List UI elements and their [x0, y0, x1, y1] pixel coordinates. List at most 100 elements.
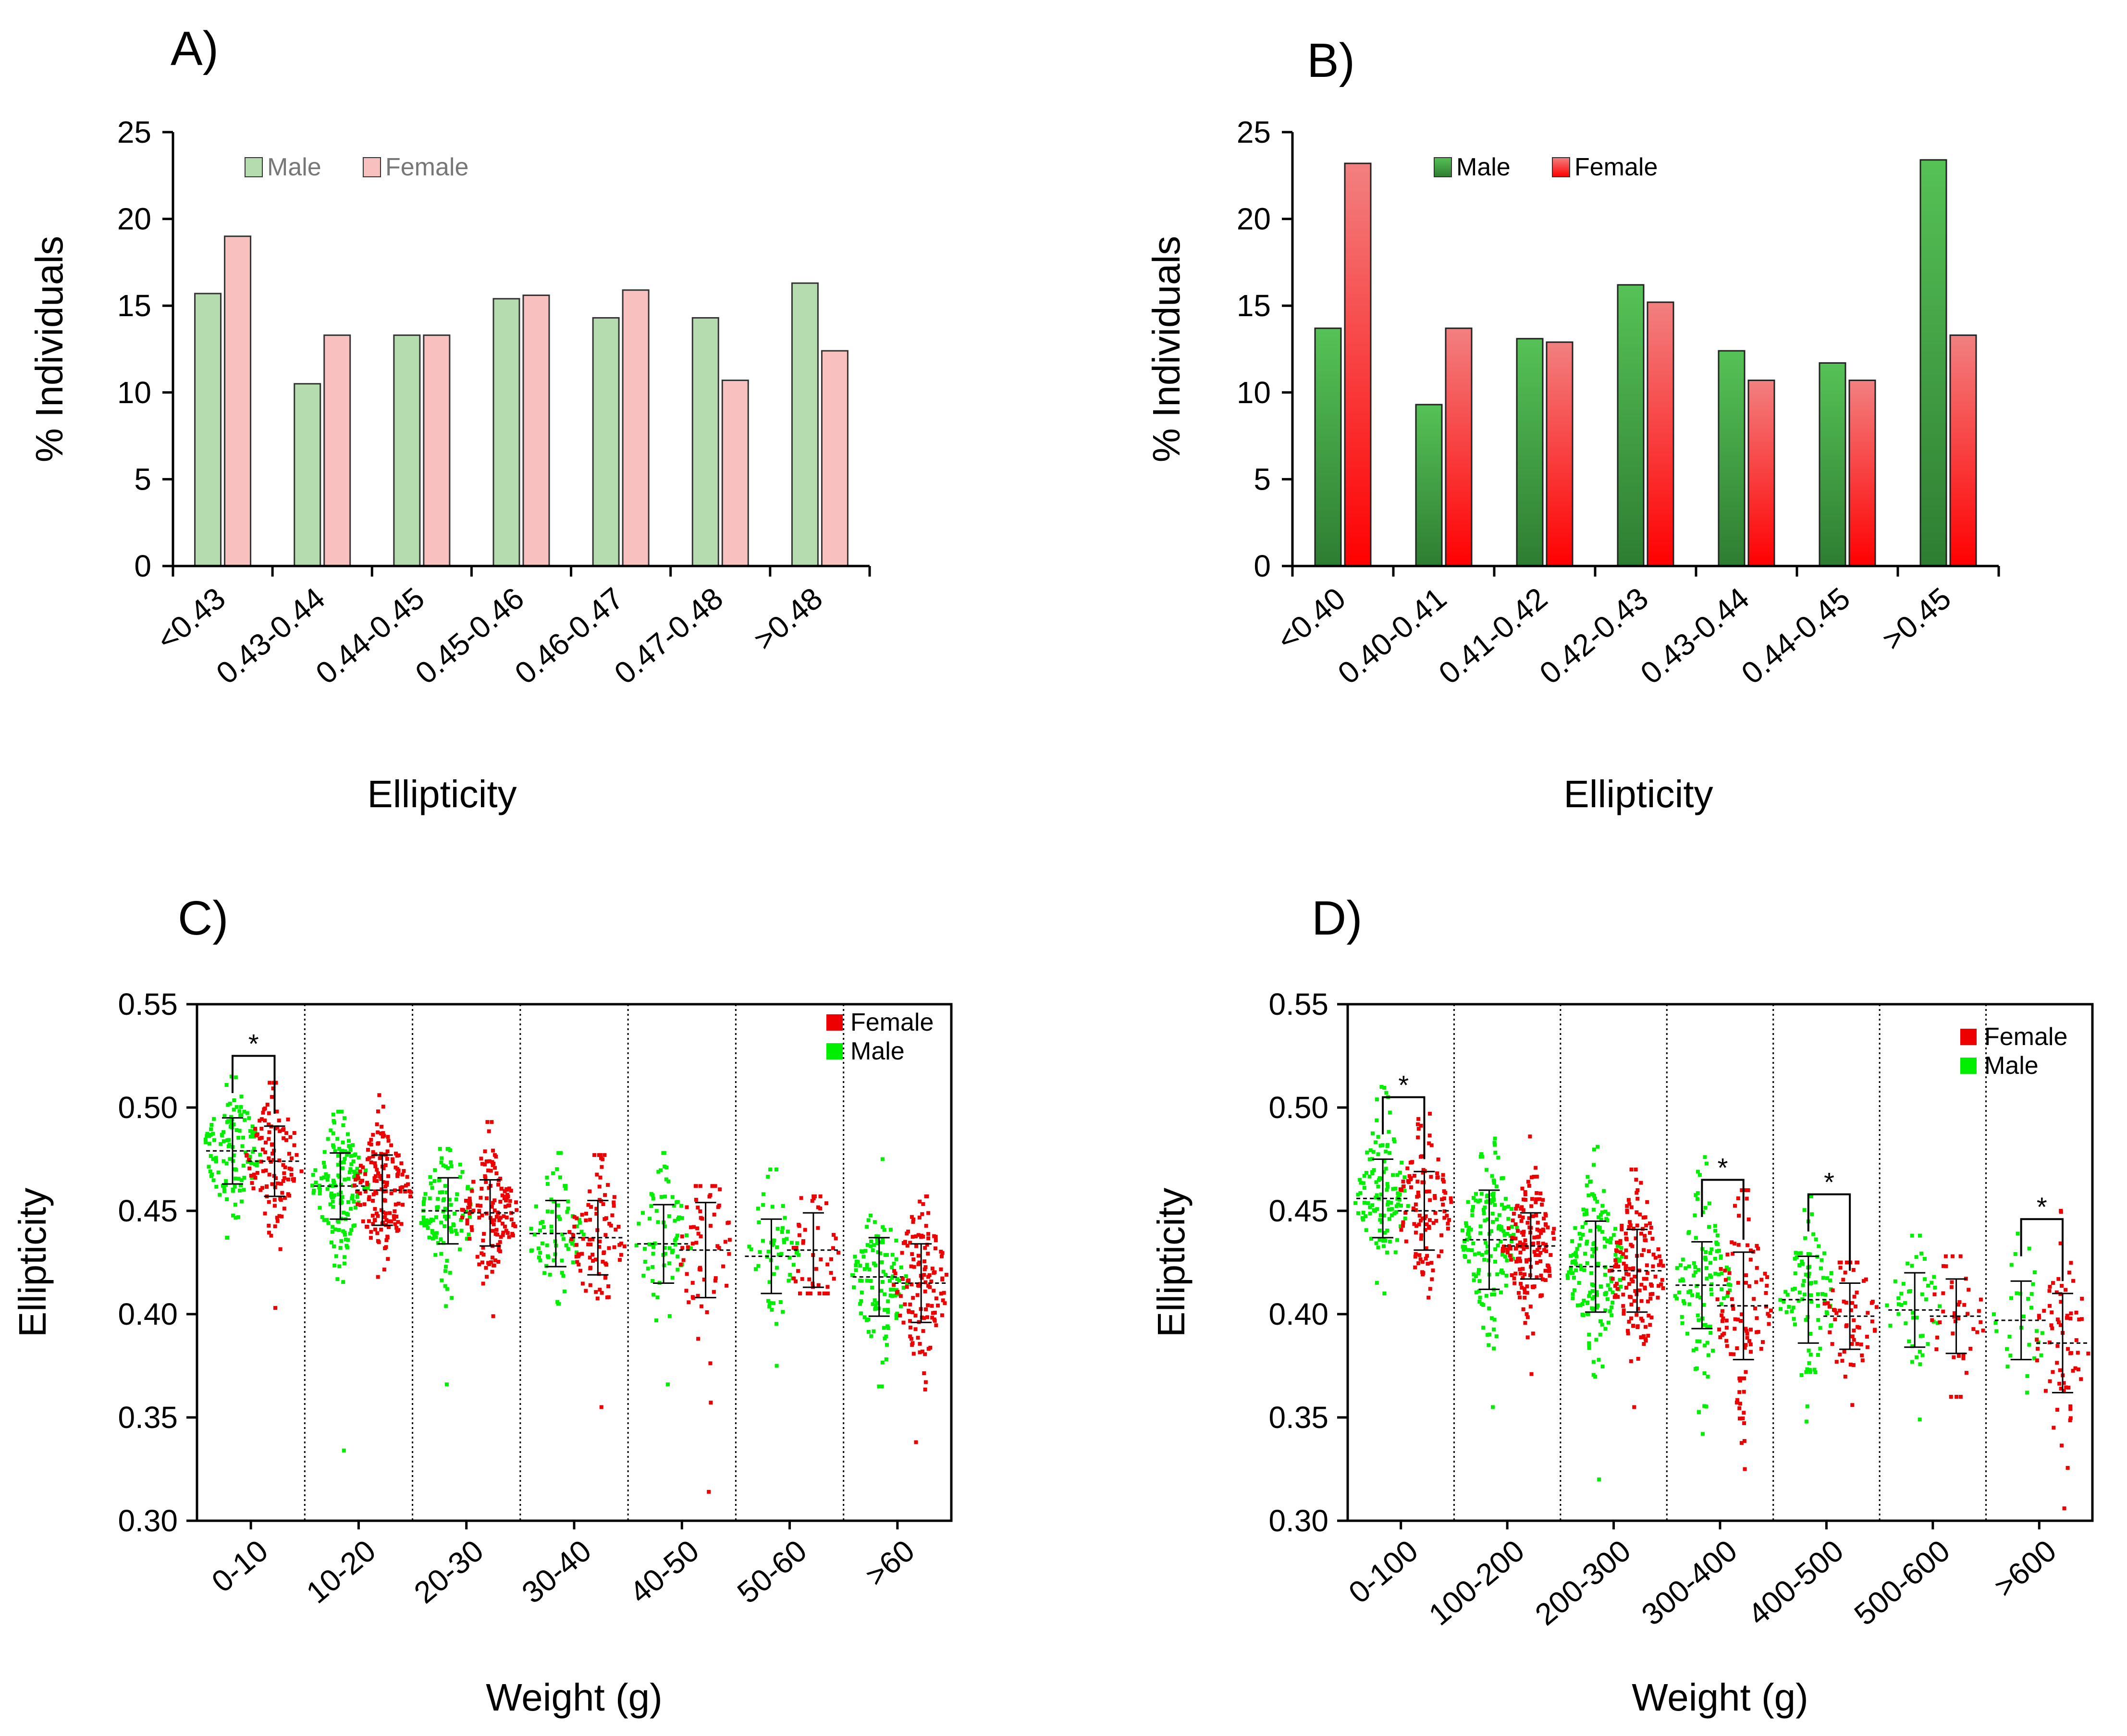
- c-point-female-30-40: [597, 1244, 602, 1249]
- d-point-female-300-400: [1743, 1467, 1747, 1471]
- c-point-male-10-20: [337, 1146, 342, 1151]
- a-bar-female-0-47-0-48: [721, 380, 749, 567]
- c-point-male-20-30: [426, 1226, 430, 1230]
- d-point-female-100-200: [1527, 1216, 1531, 1220]
- d-point-male-100-200: [1487, 1343, 1491, 1347]
- c-point-female-0-10: [282, 1207, 286, 1211]
- d-point-female-gt-600: [2059, 1300, 2063, 1304]
- d-point-female-300-400: [1733, 1204, 1737, 1208]
- b-xtick-label-0-40-0-41: 0.40-0.41: [1331, 581, 1453, 691]
- c-point-male-10-20: [331, 1205, 335, 1209]
- d-point-female-300-400: [1744, 1370, 1748, 1374]
- c-point-female-50-60: [817, 1292, 822, 1295]
- c-point-male-0-10: [229, 1124, 233, 1129]
- d-point-male-100-200: [1486, 1199, 1490, 1204]
- c-point-female-20-30: [482, 1231, 486, 1236]
- d-point-female-100-200: [1518, 1295, 1522, 1300]
- c-point-female-30-40: [603, 1193, 607, 1197]
- d-point-female-gt-600: [2074, 1338, 2078, 1342]
- c-point-female-50-60: [825, 1292, 829, 1295]
- c-point-male-20-30: [439, 1160, 443, 1165]
- d-point-female-0-100: [1437, 1254, 1441, 1258]
- c-point-male-0-10: [253, 1130, 258, 1134]
- d-xtick-label-100-200: 100-200: [1422, 1533, 1531, 1632]
- d-point-female-500-600: [1942, 1264, 1946, 1268]
- c-point-female-10-20: [400, 1185, 405, 1189]
- d-point-male-0-100: [1388, 1110, 1392, 1115]
- c-point-male-20-30: [435, 1206, 439, 1210]
- d-point-female-100-200: [1537, 1197, 1542, 1201]
- d-point-female-300-400: [1742, 1411, 1746, 1415]
- d-point-male-200-300: [1595, 1293, 1599, 1297]
- d-point-male-200-300: [1596, 1145, 1600, 1149]
- d-point-female-200-300: [1623, 1266, 1628, 1270]
- d-point-female-300-400: [1730, 1240, 1734, 1244]
- c-point-female-0-10: [267, 1200, 271, 1204]
- d-point-male-500-600: [1907, 1290, 1911, 1294]
- c-point-male-20-30: [443, 1269, 447, 1273]
- d-point-male-100-200: [1497, 1225, 1501, 1229]
- c-point-female-30-40: [606, 1284, 611, 1289]
- d-point-female-0-100: [1427, 1224, 1431, 1229]
- d-point-female-gt-600: [2066, 1386, 2071, 1390]
- c-point-male-gt-60: [851, 1273, 855, 1277]
- c-point-female-30-40: [606, 1183, 610, 1187]
- c-point-male-0-10: [228, 1157, 232, 1161]
- c-point-female-20-30: [470, 1189, 474, 1193]
- c-point-female-20-30: [467, 1201, 471, 1205]
- d-point-male-100-200: [1465, 1232, 1470, 1236]
- c-point-female-20-30: [501, 1233, 505, 1237]
- d-point-male-100-200: [1510, 1207, 1514, 1211]
- d-point-male-400-500: [1793, 1256, 1797, 1261]
- d-point-female-gt-600: [2050, 1310, 2054, 1315]
- b-bar-female-0-41-0-42: [1546, 341, 1574, 567]
- d-point-male-500-600: [1910, 1311, 1915, 1315]
- d-point-male-400-500: [1804, 1272, 1808, 1277]
- d-point-female-gt-600: [2035, 1358, 2039, 1363]
- d-point-female-gt-600: [2055, 1344, 2060, 1348]
- c-point-male-40-50: [667, 1261, 671, 1266]
- c-point-male-20-30: [428, 1175, 432, 1179]
- d-point-female-200-300: [1621, 1252, 1625, 1256]
- d-point-male-200-300: [1565, 1273, 1570, 1278]
- c-point-male-10-20: [343, 1177, 347, 1182]
- d-point-male-300-400: [1709, 1292, 1714, 1296]
- c-point-male-gt-60: [880, 1260, 884, 1264]
- d-point-male-400-500: [1816, 1318, 1820, 1322]
- c-point-female-0-10: [270, 1182, 274, 1186]
- d-point-female-0-100: [1441, 1203, 1445, 1207]
- d-point-male-0-100: [1389, 1201, 1393, 1205]
- d-point-male-500-600: [1910, 1360, 1914, 1364]
- d-point-male-0-100: [1402, 1175, 1407, 1180]
- d-point-female-400-500: [1851, 1268, 1856, 1272]
- d-point-male-200-300: [1578, 1303, 1583, 1307]
- d-point-male-300-400: [1697, 1318, 1701, 1322]
- c-point-male-10-20: [342, 1255, 346, 1259]
- c-point-female-20-30: [497, 1248, 501, 1252]
- c-point-female-gt-60: [941, 1298, 945, 1303]
- d-point-male-gt-600: [2039, 1353, 2043, 1357]
- c-point-male-10-20: [329, 1128, 333, 1133]
- d-point-male-400-500: [1828, 1278, 1832, 1282]
- d-point-male-300-400: [1694, 1236, 1698, 1240]
- c-point-female-50-60: [825, 1285, 830, 1289]
- b-ytick-label: 10: [1237, 375, 1271, 410]
- c-point-male-10-20: [341, 1280, 345, 1284]
- d-point-female-100-200: [1552, 1237, 1556, 1241]
- c-point-female-10-20: [386, 1174, 391, 1178]
- c-point-female-50-60: [834, 1236, 838, 1241]
- c-point-female-20-30: [494, 1228, 499, 1232]
- c-point-female-0-10: [274, 1081, 278, 1085]
- c-point-male-20-30: [458, 1162, 462, 1167]
- c-point-female-20-30: [490, 1256, 494, 1260]
- c-point-female-gt-60: [910, 1215, 914, 1219]
- c-point-female-50-60: [810, 1199, 814, 1203]
- c-point-male-gt-60: [894, 1316, 898, 1320]
- c-point-female-0-10: [283, 1165, 287, 1170]
- c-point-female-40-50: [693, 1184, 698, 1188]
- c-point-male-30-40: [544, 1264, 548, 1268]
- c-point-male-50-60: [776, 1252, 781, 1256]
- c-point-male-0-10: [250, 1124, 255, 1129]
- c-point-male-10-20: [331, 1184, 335, 1188]
- d-point-female-gt-600: [2054, 1290, 2059, 1294]
